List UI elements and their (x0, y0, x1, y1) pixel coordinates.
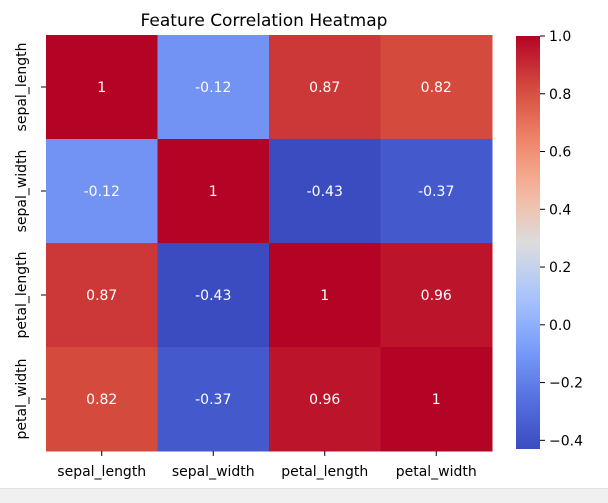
heatmap-cell (269, 35, 381, 140)
window-bottom-bar (0, 488, 608, 503)
heatmap-cell (380, 243, 493, 348)
heatmap-cell (269, 139, 381, 244)
heatmap-cell (380, 139, 493, 244)
cell-annotation: 0.96 (421, 288, 452, 304)
heatmap-cell (46, 347, 158, 452)
x-tick-label: sepal_width (172, 464, 255, 480)
cell-annotation: -0.12 (84, 184, 120, 200)
colorbar-gradient (516, 36, 540, 449)
cell-annotation: 1 (209, 184, 218, 200)
cell-annotation: 0.96 (309, 392, 340, 408)
heatmap-cell (46, 243, 158, 348)
colorbar-tick-label: 0.8 (549, 87, 571, 103)
x-tick-label: petal_width (396, 464, 477, 480)
heatmap-cell (157, 243, 270, 348)
heatmap-cell (269, 347, 381, 452)
cell-annotation: 0.87 (309, 80, 340, 96)
heatmap-chart: Feature Correlation Heatmap 1 -0.12 0.87 0.… (14, 11, 583, 480)
cell-annotation: 1 (320, 288, 329, 304)
heatmap-cell (157, 347, 270, 452)
cell-annotation: -0.12 (195, 80, 231, 96)
colorbar-tick-label: −0.2 (549, 376, 583, 392)
y-tick-label: sepal_width (14, 150, 30, 233)
y-tick-label: petal_length (14, 251, 30, 338)
colorbar-tick-label: 1.0 (549, 29, 571, 45)
cell-annotation: -0.43 (307, 184, 343, 200)
cell-annotation: -0.37 (195, 392, 231, 408)
colorbar: 1.0 0.8 0.6 0.4 0.2 0.0 −0.2 −0.4 (516, 29, 583, 449)
chart-title: Feature Correlation Heatmap (141, 11, 388, 31)
y-axis: sepal_length sepal_width petal_lengthpetal… (14, 43, 46, 440)
colorbar-tick-label: 0.6 (549, 145, 571, 161)
heatmap-cells: 1 -0.12 0.87 0.82 -0.12 1 -0.43 -0.37 0.87 -0.43 1… (46, 35, 493, 452)
x-axis: sepal_length sepal_width petal_length petal… (57, 451, 477, 480)
heatmap-cell (269, 243, 381, 348)
cell-annotation: 0.82 (86, 392, 117, 408)
heatmap-cell (380, 35, 493, 140)
heatmap-cell (157, 35, 270, 140)
colorbar-tick-label: 0.0 (549, 318, 571, 334)
cell-annotation: 1 (432, 392, 441, 408)
colorbar-tick-label: −0.4 (549, 433, 583, 449)
heatmap-cell (380, 347, 493, 452)
colorbar-tick-label: 0.4 (549, 202, 571, 218)
cell-annotation: -0.37 (418, 184, 454, 200)
heatmap-cell (46, 139, 158, 244)
x-tick-label: sepal_length (57, 464, 146, 480)
cell-annotation: -0.43 (195, 288, 231, 304)
heatmap-cell (157, 139, 270, 244)
cell-annotation: 1 (97, 80, 106, 96)
colorbar-tick-label: 0.2 (549, 260, 571, 276)
x-tick-label: petal_length (281, 464, 368, 480)
y-tick-label: sepal_length (14, 43, 30, 132)
heatmap-cell (46, 35, 158, 140)
cell-annotation: 0.82 (421, 80, 452, 96)
y-tick-label: petal_width (14, 358, 30, 439)
cell-annotation: 0.87 (86, 288, 117, 304)
